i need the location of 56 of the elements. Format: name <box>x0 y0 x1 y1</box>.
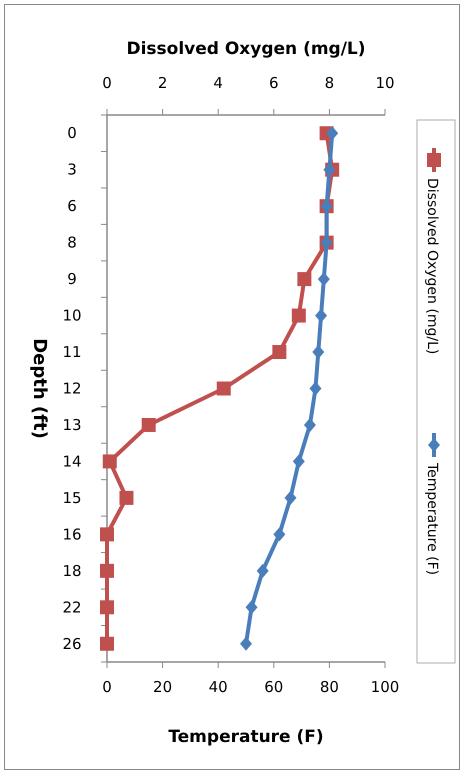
point <box>273 527 286 542</box>
y-tick-label: 12 <box>62 380 82 398</box>
point <box>310 382 322 396</box>
point <box>100 636 114 651</box>
legend-label: Temperature (F) <box>424 462 440 576</box>
y-tick-label: 9 <box>67 270 77 288</box>
x-tick-label: 100 <box>370 678 400 696</box>
y-tick-label: 6 <box>67 197 77 216</box>
x-tick-label: 20 <box>153 678 172 696</box>
point <box>240 636 252 651</box>
y-tick-label: 22 <box>62 598 82 616</box>
point <box>100 600 114 614</box>
x-axis-title: Temperature (F) <box>168 727 324 747</box>
y-tick-label: 14 <box>62 452 82 470</box>
x2-tick-label: 0 <box>102 74 112 92</box>
point <box>312 345 324 360</box>
point <box>102 454 117 468</box>
point <box>292 308 306 323</box>
x2-tick-label: 6 <box>269 74 279 92</box>
point <box>326 126 338 140</box>
point <box>272 345 286 360</box>
y-axis-title: Depth (ft) <box>29 338 50 439</box>
x-tick-label: 60 <box>264 678 284 696</box>
x2-axis-title: Dissolved Oxygen (mg/L) <box>126 39 366 59</box>
point <box>119 490 134 505</box>
x-tick-label: 40 <box>208 678 228 696</box>
y-tick-label: 26 <box>62 634 82 653</box>
point <box>323 162 336 177</box>
point <box>315 308 328 323</box>
y-tick-label: 3 <box>67 160 77 179</box>
point <box>246 600 258 614</box>
legend-label: Dissolved Oxygen (mg/L) <box>424 178 440 354</box>
x2-tick-label: 2 <box>158 74 168 92</box>
x2-tick-label: 4 <box>213 74 223 92</box>
point <box>304 418 316 432</box>
point <box>256 564 269 578</box>
point <box>100 564 114 578</box>
x2-tick-label: 8 <box>324 74 334 92</box>
y-tick-label: 0 <box>67 124 77 142</box>
y-tick-label: 8 <box>67 234 77 252</box>
x2-tick-label: 10 <box>375 74 395 92</box>
y-tick-label: 16 <box>62 525 82 544</box>
point <box>297 272 312 286</box>
x-tick-label: 0 <box>102 678 112 696</box>
point <box>292 454 305 468</box>
x-tick-label: 80 <box>320 678 339 696</box>
y-tick-label: 13 <box>62 416 82 434</box>
y-tick-label: 18 <box>62 562 82 580</box>
point <box>284 490 296 505</box>
point <box>318 272 330 286</box>
point <box>216 382 231 396</box>
point <box>142 418 156 432</box>
y-tick-label: 11 <box>62 343 82 362</box>
y-tick-label: 15 <box>62 488 82 507</box>
point <box>100 527 114 542</box>
y-tick-label: 10 <box>62 306 82 325</box>
